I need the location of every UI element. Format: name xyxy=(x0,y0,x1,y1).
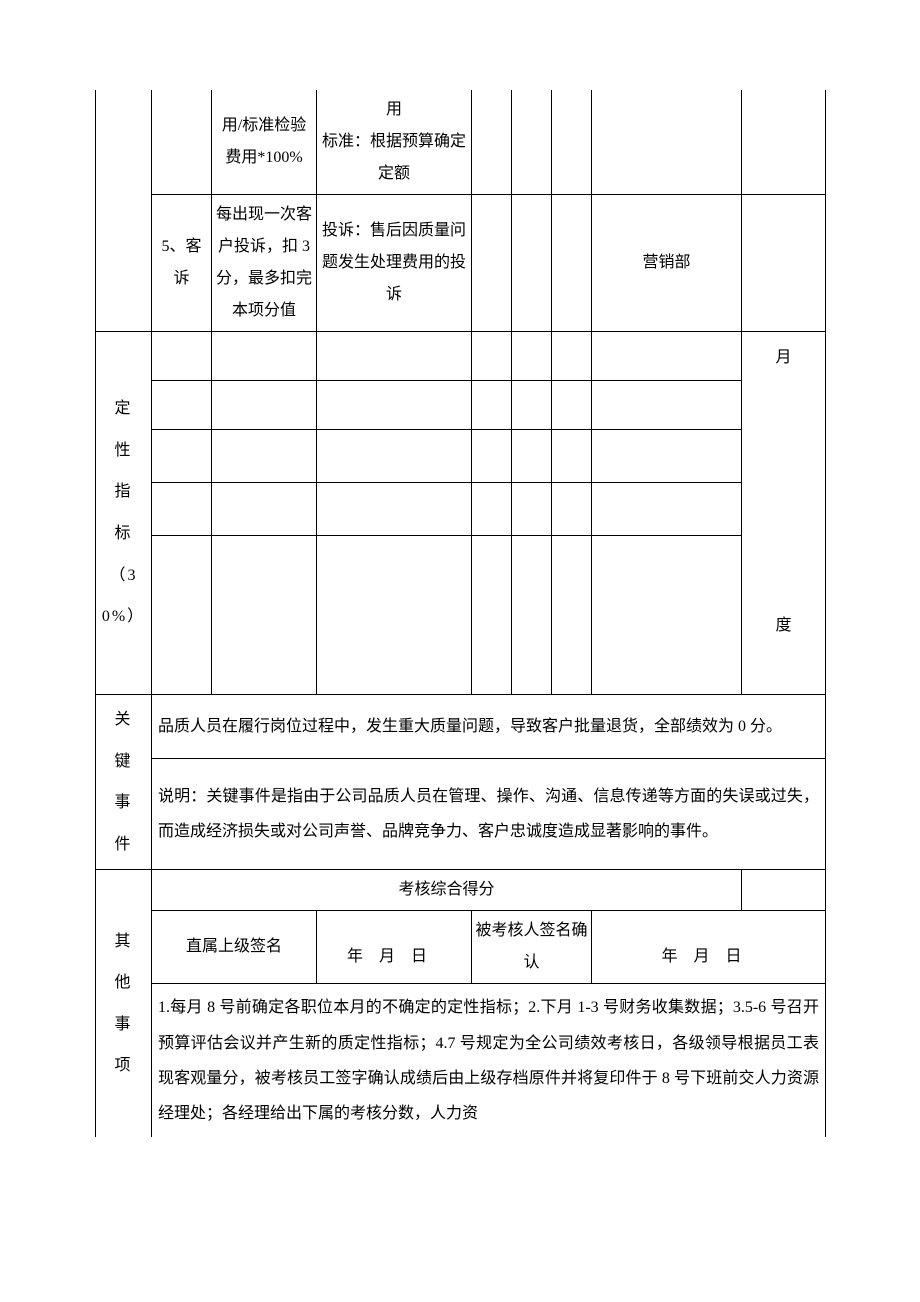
cell xyxy=(152,483,212,536)
assessment-table: 用/标准检验费用*100% 用 标准：根据预算确定定额 5、客诉 每出现一次客户… xyxy=(95,90,826,1137)
cell xyxy=(552,536,592,695)
table-row xyxy=(96,536,826,695)
table-row: 5、客诉 每出现一次客户投诉，扣 3 分，最多扣完本项分值 投诉：售后因质量问题… xyxy=(96,195,826,332)
table-row xyxy=(96,483,826,536)
section-header-blank xyxy=(96,90,152,332)
cell xyxy=(472,90,512,195)
other-header: 其 他 事 项 xyxy=(96,870,152,1137)
cell xyxy=(472,195,512,332)
cell xyxy=(592,483,742,536)
cell xyxy=(472,483,512,536)
cell xyxy=(592,332,742,381)
cell xyxy=(212,483,317,536)
cell xyxy=(317,483,472,536)
cell xyxy=(152,430,212,483)
period-du: 度 xyxy=(744,610,823,642)
cell xyxy=(152,381,212,430)
cell xyxy=(152,90,212,195)
cell xyxy=(592,430,742,483)
cell xyxy=(212,430,317,483)
cell xyxy=(152,332,212,381)
period-cell: 月 度 xyxy=(742,332,826,695)
table-row xyxy=(96,430,826,483)
cell: 营销部 xyxy=(592,195,742,332)
table-row: 关 键 事 件 品质人员在履行岗位过程中，发生重大质量问题，导致客户批量退货，全… xyxy=(96,695,826,759)
cell xyxy=(592,90,742,195)
cell xyxy=(472,536,512,695)
keyevent-line2: 说明：关键事件是指由于公司品质人员在管理、操作、沟通、信息传递等方面的失误或过失… xyxy=(152,759,826,870)
table-row: 用/标准检验费用*100% 用 标准：根据预算确定定额 xyxy=(96,90,826,195)
cell xyxy=(512,195,552,332)
table-row: 直属上级签名 年 月 日 被考核人签名确认 年 月 日 xyxy=(96,911,826,984)
cell xyxy=(552,90,592,195)
table-row xyxy=(96,381,826,430)
cell xyxy=(512,90,552,195)
table-row: 1.每月 8 号前确定各职位本月的不确定的定性指标；2.下月 1-3 号财务收集… xyxy=(96,984,826,1137)
table-row: 说明：关键事件是指由于公司品质人员在管理、操作、沟通、信息传递等方面的失误或过失… xyxy=(96,759,826,870)
cell xyxy=(317,430,472,483)
cell xyxy=(552,332,592,381)
keyevent-line1: 品质人员在履行岗位过程中，发生重大质量问题，导致客户批量退货，全部绩效为 0 分… xyxy=(152,695,826,759)
cell xyxy=(592,381,742,430)
score-label: 考核综合得分 xyxy=(152,870,742,911)
cell xyxy=(512,332,552,381)
cell xyxy=(472,430,512,483)
keyevent-header: 关 键 事 件 xyxy=(96,695,152,870)
score-value xyxy=(742,870,826,911)
sign2-date: 年 月 日 xyxy=(592,911,826,984)
cell xyxy=(212,381,317,430)
cell xyxy=(317,381,472,430)
cell xyxy=(512,536,552,695)
cell xyxy=(592,536,742,695)
sign1-date: 年 月 日 xyxy=(317,911,472,984)
cell xyxy=(552,430,592,483)
table-row: 其 他 事 项 考核综合得分 xyxy=(96,870,826,911)
other-notes: 1.每月 8 号前确定各职位本月的不确定的定性指标；2.下月 1-3 号财务收集… xyxy=(152,984,826,1137)
cell xyxy=(512,381,552,430)
period-month: 月 xyxy=(744,342,823,374)
cell xyxy=(317,332,472,381)
cell: 用 标准：根据预算确定定额 xyxy=(317,90,472,195)
cell xyxy=(552,381,592,430)
cell xyxy=(472,381,512,430)
cell xyxy=(552,195,592,332)
cell: 用/标准检验费用*100% xyxy=(212,90,317,195)
cell xyxy=(317,536,472,695)
sign1-label: 直属上级签名 xyxy=(152,911,317,984)
cell: 5、客诉 xyxy=(152,195,212,332)
cell xyxy=(512,430,552,483)
cell xyxy=(512,483,552,536)
qualitative-header: 定 性 指 标 （30%） xyxy=(96,332,152,695)
cell xyxy=(552,483,592,536)
cell xyxy=(742,90,826,195)
sign2-label: 被考核人签名确认 xyxy=(472,911,592,984)
cell xyxy=(742,195,826,332)
table-row: 定 性 指 标 （30%） 月 度 xyxy=(96,332,826,381)
cell: 每出现一次客户投诉，扣 3 分，最多扣完本项分值 xyxy=(212,195,317,332)
cell: 投诉：售后因质量问题发生处理费用的投诉 xyxy=(317,195,472,332)
cell xyxy=(212,332,317,381)
cell xyxy=(152,536,212,695)
cell xyxy=(472,332,512,381)
cell xyxy=(212,536,317,695)
